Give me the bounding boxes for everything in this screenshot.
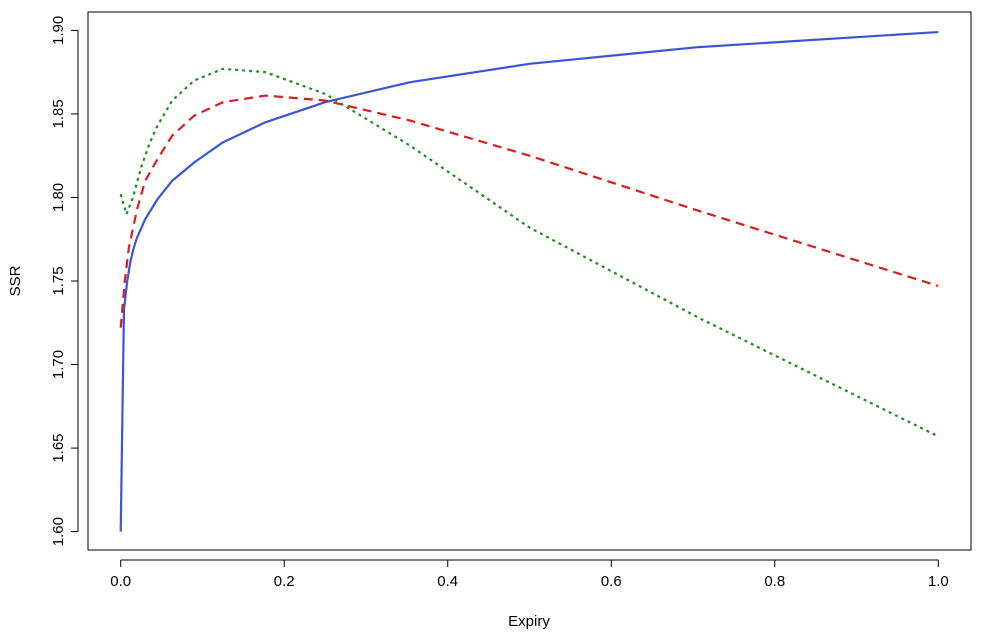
x-tick-label: 0.0: [110, 573, 131, 590]
x-tick-label: 0.8: [764, 573, 785, 590]
y-tick-label: 1.85: [50, 99, 67, 128]
x-tick-label: 1.0: [928, 573, 949, 590]
y-axis-title: SSR: [7, 265, 24, 296]
dotted-line-series: [119, 67, 939, 438]
x-axis-title: Expiry: [508, 613, 550, 630]
y-tick-label: 1.90: [50, 16, 67, 45]
x-tick-label: 0.2: [274, 573, 295, 590]
y-tick-label: 1.60: [50, 517, 67, 546]
y-tick-label: 1.65: [50, 433, 67, 462]
y-tick-label: 1.70: [50, 350, 67, 379]
x-tick-label: 0.4: [437, 573, 458, 590]
y-tick-label: 1.75: [50, 266, 67, 295]
solid-line-series: [119, 30, 939, 532]
dashed-line-series: [119, 94, 939, 328]
y-axis: 1.60 1.65 1.70 1.75 1.80 1.85 1.90: [50, 16, 79, 546]
x-tick-label: 0.6: [601, 573, 622, 590]
x-axis: 0.0 0.2 0.4 0.6 0.8 1.0: [110, 559, 949, 590]
y-tick-label: 1.80: [50, 183, 67, 212]
series-layer: [119, 30, 939, 532]
plot-frame: [87, 11, 972, 551]
